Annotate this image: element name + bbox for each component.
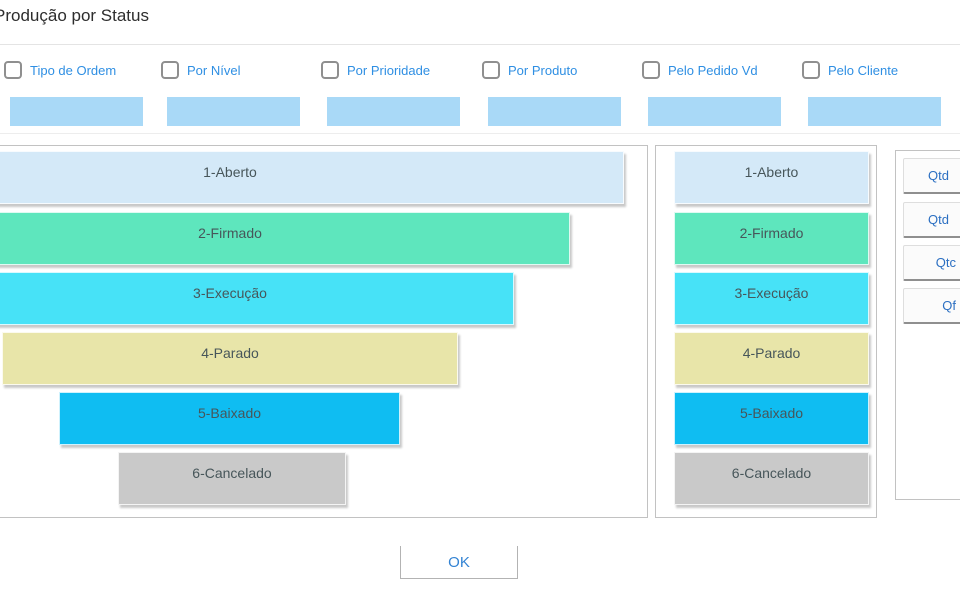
qty-buttons-panel bbox=[895, 150, 960, 500]
funnel-bar-label: 2-Firmado bbox=[198, 225, 262, 241]
pelo-pedido-vd-label: Pelo Pedido Vd bbox=[668, 62, 758, 78]
status-button-6-cancelado[interactable]: 6-Cancelado bbox=[674, 452, 869, 505]
qty-button-2[interactable]: Qtd bbox=[903, 202, 960, 238]
status-button-label: 1-Aberto bbox=[744, 164, 799, 180]
pelo-cliente-label: Pelo Cliente bbox=[828, 62, 899, 78]
filter-group-tipo-de-ordem: Tipo de Ordem bbox=[4, 61, 164, 126]
ok-button[interactable]: OK bbox=[400, 546, 518, 579]
status-button-label: 3-Execução bbox=[734, 285, 809, 301]
funnel-bar-2-firmado: 2-Firmado bbox=[0, 212, 570, 265]
qty-button-label: Qf bbox=[942, 298, 956, 313]
por-nivel-checkbox[interactable] bbox=[161, 61, 179, 79]
qty-button-label: Qtc bbox=[935, 255, 956, 270]
title-separator bbox=[0, 44, 960, 45]
por-prioridade-label: Por Prioridade bbox=[347, 62, 431, 78]
por-prioridade-checkbox[interactable] bbox=[321, 61, 339, 79]
status-buttons-panel bbox=[655, 145, 877, 518]
status-button-label: 5-Baixado bbox=[739, 405, 804, 421]
status-button-4-parado[interactable]: 4-Parado bbox=[674, 332, 869, 385]
funnel-bar-6-cancelado: 6-Cancelado bbox=[118, 452, 346, 505]
filter-group-por-prioridade: Por Prioridade bbox=[321, 61, 481, 126]
status-button-3-execucao[interactable]: 3-Execução bbox=[674, 272, 869, 325]
por-produto-field[interactable] bbox=[488, 97, 621, 126]
pelo-pedido-vd-field[interactable] bbox=[648, 97, 781, 126]
ok-button-label: OK bbox=[448, 553, 470, 571]
tipo-de-ordem-checkbox[interactable] bbox=[4, 61, 22, 79]
qty-button-label: Qtd bbox=[928, 212, 949, 227]
tipo-de-ordem-label: Tipo de Ordem bbox=[30, 62, 117, 78]
status-button-1-aberto[interactable]: 1-Aberto bbox=[674, 151, 869, 204]
por-produto-checkbox[interactable] bbox=[482, 61, 500, 79]
filter-group-por-nivel: Por Nível bbox=[161, 61, 321, 126]
funnel-bar-4-parado: 4-Parado bbox=[2, 332, 458, 385]
funnel-chart-panel bbox=[0, 145, 648, 518]
por-produto-label: Por Produto bbox=[508, 62, 578, 78]
funnel-bar-label: 3-Execução bbox=[193, 285, 267, 301]
window-title: Produção por Status bbox=[0, 6, 149, 25]
filter-group-pelo-pedido-vd: Pelo Pedido Vd bbox=[642, 61, 802, 126]
por-nivel-label: Por Nível bbox=[187, 62, 241, 78]
qty-button-label: Qtd bbox=[928, 168, 949, 183]
tipo-de-ordem-field[interactable] bbox=[10, 97, 143, 126]
funnel-bar-5-baixado: 5-Baixado bbox=[59, 392, 400, 445]
qty-button-1[interactable]: Qtd bbox=[903, 158, 960, 194]
filter-group-por-produto: Por Produto bbox=[482, 61, 642, 126]
funnel-bar-label: 4-Parado bbox=[201, 345, 259, 361]
funnel-bar-1-aberto: 1-Aberto bbox=[0, 151, 624, 204]
qty-button-3[interactable]: Qtc bbox=[903, 245, 960, 281]
pelo-cliente-checkbox[interactable] bbox=[802, 61, 820, 79]
funnel-bar-label: 5-Baixado bbox=[197, 405, 262, 421]
filter-row-separator bbox=[0, 133, 960, 134]
funnel-bar-label: 6-Cancelado bbox=[192, 465, 272, 481]
qty-button-4[interactable]: Qf bbox=[903, 288, 960, 324]
por-nivel-field[interactable] bbox=[167, 97, 300, 126]
por-prioridade-field[interactable] bbox=[327, 97, 460, 126]
filter-group-pelo-cliente: Pelo Cliente bbox=[802, 61, 960, 126]
status-button-label: 2-Firmado bbox=[739, 225, 804, 241]
funnel-bar-3-execucao: 3-Execução bbox=[0, 272, 514, 325]
status-button-label: 6-Cancelado bbox=[731, 465, 812, 481]
status-button-5-baixado[interactable]: 5-Baixado bbox=[674, 392, 869, 445]
status-button-label: 4-Parado bbox=[742, 345, 801, 361]
status-button-2-firmado[interactable]: 2-Firmado bbox=[674, 212, 869, 265]
pelo-pedido-vd-checkbox[interactable] bbox=[642, 61, 660, 79]
funnel-bar-label: 1-Aberto bbox=[203, 164, 257, 180]
pelo-cliente-field[interactable] bbox=[808, 97, 941, 126]
